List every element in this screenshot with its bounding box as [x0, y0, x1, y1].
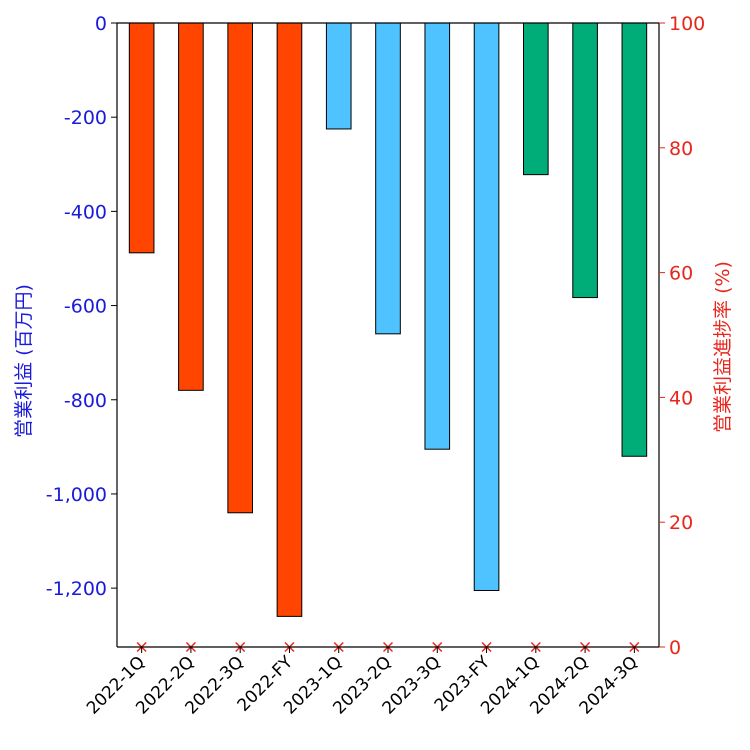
right-tick-label: 80 [669, 138, 693, 160]
bar-2022-2Q [178, 22, 204, 391]
bar-2022-FY [276, 22, 303, 617]
bar-2024-1Q [523, 22, 549, 176]
bar-2023-1Q [325, 22, 352, 130]
x-ticks: 2022-1Q2022-2Q2022-3Q2022-FY2023-1Q2023-… [83, 647, 642, 719]
right-y-ticks: 0 20 40 60 80 100 [659, 13, 705, 659]
left-tick-label: -800 [64, 390, 107, 412]
right-tick-label: 20 [669, 512, 693, 534]
left-tick-label: -200 [64, 107, 107, 129]
bar-2022-3Q [227, 22, 253, 514]
bar-2023-3Q [424, 22, 451, 450]
right-tick-label: 60 [669, 263, 693, 285]
bar-2023-FY [473, 22, 500, 591]
right-y-axis-label: 営業利益進捗率 (%) [712, 261, 734, 433]
bar-2023-2Q [375, 22, 401, 335]
left-tick-label: -1,000 [46, 484, 107, 506]
left-y-ticks: 0 -200 -400 -600 -800 -1,000 -1,200 [46, 13, 117, 600]
right-tick-label: 40 [669, 387, 693, 409]
left-tick-label: -600 [64, 296, 107, 318]
bar-2022-1Q [128, 22, 155, 254]
left-tick-label: 0 [95, 13, 107, 35]
left-tick-label: -1,200 [46, 578, 107, 600]
right-tick-label: 0 [669, 637, 681, 659]
left-tick-label: -400 [64, 201, 107, 223]
bar-2024-3Q [621, 22, 648, 457]
left-y-axis-label: 営業利益 (百万円) [13, 284, 35, 438]
bar-2024-2Q [572, 22, 598, 299]
bars-group [128, 22, 648, 617]
right-tick-label: 100 [669, 13, 705, 35]
